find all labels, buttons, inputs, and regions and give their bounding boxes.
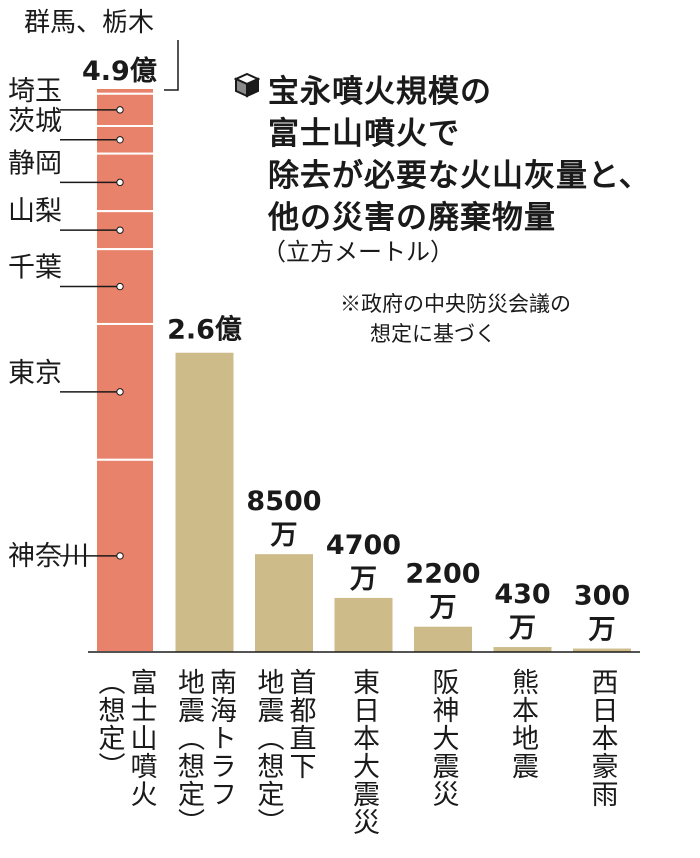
stack-label-6: 東京 (8, 358, 62, 389)
category-label-1-col-1: 南海トラフ (205, 668, 236, 808)
category-label-6-col-0: 西日本豪雨 (587, 668, 619, 808)
value-label-4: 2200 (405, 559, 480, 590)
category-label-3-col-0: 東日本大震災 (348, 668, 380, 836)
bar-5 (493, 647, 552, 652)
stack-label-4: 山梨 (8, 196, 62, 227)
category-label-5-col-0: 熊本地震 (507, 668, 539, 780)
value-label-0: 4.9億 (82, 56, 157, 87)
category-label-2-col-1: 首都直下 (285, 668, 317, 780)
category-label-0-col-1: 富士山噴火 (126, 668, 157, 808)
value-unit-label-4: 万 (430, 593, 457, 624)
category-label-2-col-0: 地震（想定） (253, 668, 285, 836)
chart-title-line-4: 他の災害の廃棄物量 (268, 200, 556, 236)
value-unit-label-5: 万 (509, 613, 536, 644)
leader-dot-4 (116, 226, 124, 234)
value-label-6: 300 (574, 581, 630, 612)
source-note-line-2: 想定に基づく (370, 322, 496, 346)
bar-2 (255, 554, 313, 652)
stack-label-2: 茨城 (8, 106, 62, 137)
category-label-4-col-0: 阪神大震災 (428, 668, 460, 808)
stack-label-5: 千葉 (8, 253, 62, 284)
source-note-line-1: ※政府の中央防災会議の (340, 292, 571, 316)
leader-dot-5 (116, 282, 124, 291)
value-label-5: 430 (494, 579, 550, 610)
value-label-1: 2.6億 (167, 315, 242, 346)
chart-title-line-2: 富士山噴火で (268, 116, 460, 152)
leader-dot-2 (116, 136, 124, 144)
value-label-3: 4700 (326, 530, 401, 561)
stack-label-1: 埼玉 (8, 76, 62, 107)
bar-1 (175, 352, 234, 652)
value-unit-label-6: 万 (589, 615, 616, 646)
unit-label: （立方メートル） (262, 238, 454, 266)
leader-dot-7 (116, 552, 124, 560)
bar-4 (414, 626, 472, 652)
leader-dot-6 (116, 388, 124, 396)
bar-6 (573, 648, 631, 652)
stack-label-7: 神奈川 (8, 541, 89, 572)
chart-title-line-1: 宝永噴火規模の (268, 74, 492, 110)
value-unit-label-2: 万 (271, 520, 298, 551)
chart-title-line-3: 除去が必要な火山灰量と、 (268, 158, 651, 194)
leader-dot-3 (116, 178, 124, 187)
stack-label-3: 静岡 (8, 148, 62, 179)
value-label-2: 8500 (246, 486, 321, 517)
stack-top-label: 群馬、栃木 (24, 8, 154, 38)
category-label-0-col-0: （想定） (94, 668, 126, 780)
bar-3 (334, 597, 393, 652)
value-unit-label-3: 万 (350, 564, 377, 595)
top-label-bracket (164, 40, 179, 91)
leader-dot-1 (116, 106, 124, 114)
cube-icon (234, 72, 260, 98)
category-label-1-col-0: 地震（想定） (173, 668, 205, 836)
